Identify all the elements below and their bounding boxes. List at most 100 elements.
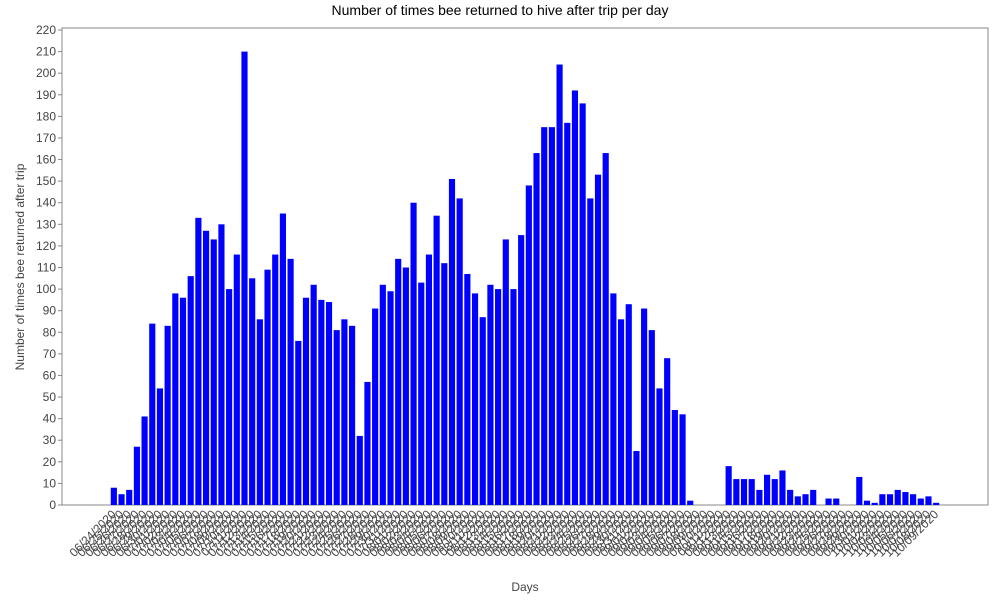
bar xyxy=(279,213,286,506)
bar xyxy=(725,466,732,505)
bar xyxy=(226,289,233,505)
bar xyxy=(456,198,463,505)
bar xyxy=(510,289,517,505)
bar xyxy=(249,278,256,505)
bar xyxy=(779,470,786,505)
bar xyxy=(256,319,263,505)
y-tick-label: 190 xyxy=(36,88,56,102)
bar xyxy=(925,496,932,505)
bar xyxy=(272,254,279,505)
bar xyxy=(364,381,371,505)
bar xyxy=(587,198,594,505)
bar xyxy=(525,185,532,506)
bar xyxy=(172,293,179,505)
y-tick-label: 10 xyxy=(43,476,57,490)
bar xyxy=(641,308,648,505)
bar xyxy=(318,299,325,505)
bar xyxy=(917,498,924,505)
bar xyxy=(810,489,817,505)
bar xyxy=(594,174,602,505)
bar xyxy=(425,254,433,505)
bar xyxy=(863,500,871,505)
y-tick-label: 40 xyxy=(43,412,57,426)
bar xyxy=(218,224,225,505)
y-tick-label: 220 xyxy=(36,23,56,37)
bar xyxy=(118,494,125,505)
bar xyxy=(487,284,494,505)
bar xyxy=(518,235,525,505)
bar xyxy=(902,492,909,505)
bar xyxy=(787,489,794,505)
bar xyxy=(564,122,571,505)
bar xyxy=(441,263,448,505)
bar xyxy=(556,64,563,505)
bar xyxy=(302,297,310,505)
y-tick-label: 20 xyxy=(43,455,57,469)
bar xyxy=(433,215,440,505)
bar xyxy=(149,323,156,505)
bar xyxy=(372,308,379,505)
y-tick-label: 130 xyxy=(36,217,56,231)
bar xyxy=(195,217,202,505)
bar xyxy=(871,502,878,505)
bar xyxy=(933,502,940,505)
bar xyxy=(464,273,471,505)
bar xyxy=(617,319,625,505)
bar xyxy=(325,302,333,505)
bar xyxy=(187,276,194,505)
bar xyxy=(664,358,671,505)
bar xyxy=(341,319,348,505)
y-tick-label: 210 xyxy=(36,45,56,59)
bar xyxy=(571,90,579,506)
bar xyxy=(794,496,801,505)
y-tick-label: 180 xyxy=(36,109,56,123)
bar xyxy=(833,498,840,505)
bar xyxy=(310,284,317,505)
bar xyxy=(410,202,417,505)
bar xyxy=(771,479,778,505)
bar xyxy=(448,178,456,505)
y-tick-label: 0 xyxy=(49,498,56,512)
y-tick-label: 60 xyxy=(43,368,57,382)
bar xyxy=(748,479,755,505)
bar xyxy=(764,474,771,505)
bar xyxy=(825,498,832,505)
bar xyxy=(879,494,886,505)
y-tick-label: 150 xyxy=(36,174,56,188)
y-tick-label: 140 xyxy=(36,196,56,210)
bar xyxy=(679,414,686,505)
y-tick-label: 100 xyxy=(36,282,56,296)
bar xyxy=(387,291,394,505)
bar xyxy=(471,293,479,505)
bar xyxy=(579,103,586,505)
bar xyxy=(671,410,678,505)
bar xyxy=(633,451,640,505)
bar xyxy=(126,489,133,505)
bar xyxy=(164,325,171,505)
bar xyxy=(156,388,164,505)
bar xyxy=(141,416,148,505)
bar xyxy=(264,269,271,505)
bar xyxy=(548,127,555,505)
bar xyxy=(356,435,363,505)
bar xyxy=(418,282,425,505)
y-tick-label: 160 xyxy=(36,153,56,167)
y-tick-label: 30 xyxy=(43,433,57,447)
bar xyxy=(894,489,901,505)
bar xyxy=(295,340,302,505)
bar xyxy=(856,476,863,505)
bar xyxy=(756,489,763,505)
bar xyxy=(740,479,748,505)
bar xyxy=(687,500,694,505)
bar xyxy=(379,284,386,505)
bar xyxy=(502,239,509,505)
y-tick-label: 200 xyxy=(36,66,56,80)
x-axis-label: Days xyxy=(511,580,538,594)
bar xyxy=(402,267,409,505)
bar xyxy=(241,51,248,505)
bar xyxy=(625,304,632,505)
y-tick-label: 80 xyxy=(43,325,57,339)
bar xyxy=(395,258,402,505)
bar xyxy=(533,153,540,505)
